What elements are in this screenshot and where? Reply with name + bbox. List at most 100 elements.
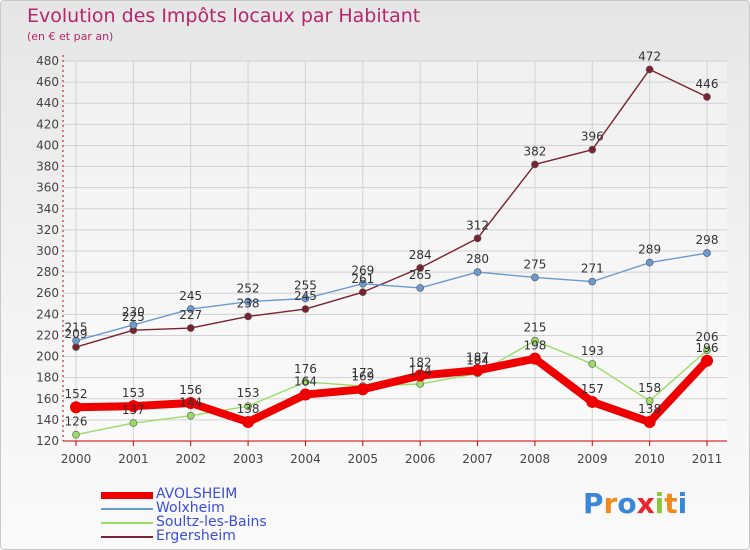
data-point xyxy=(416,264,424,272)
data-point xyxy=(703,93,711,101)
data-label: 230 xyxy=(122,305,145,319)
data-point xyxy=(244,312,252,321)
logo-letter: x xyxy=(636,487,655,520)
chart-subtitle: (en € et par an) xyxy=(27,30,114,43)
legend-swatch-avolsheim xyxy=(101,492,153,499)
logo-letter: t xyxy=(664,487,678,520)
x-tick-label: 2000 xyxy=(61,452,92,466)
data-label: 255 xyxy=(294,279,317,293)
data-point xyxy=(186,305,195,313)
data-label: 164 xyxy=(294,375,317,389)
data-label: 206 xyxy=(696,330,719,344)
y-tick-label: 160 xyxy=(36,392,59,406)
y-tick-label: 320 xyxy=(36,223,59,237)
logo-letter: r xyxy=(603,487,618,520)
data-label: 215 xyxy=(65,321,88,335)
data-point xyxy=(186,411,195,420)
data-point xyxy=(301,305,310,313)
data-label: 137 xyxy=(122,403,145,417)
y-tick-label: 260 xyxy=(36,286,59,300)
data-label: 196 xyxy=(696,341,719,355)
x-tick-label: 2003 xyxy=(233,452,264,466)
legend-label: AVOLSHEIM xyxy=(156,486,238,502)
data-point xyxy=(645,258,654,267)
x-tick-label: 2002 xyxy=(175,452,206,466)
data-label: 169 xyxy=(351,369,374,383)
x-tick-label: 2008 xyxy=(520,452,551,466)
series-line-wolxheim xyxy=(75,252,708,342)
y-tick-label: 340 xyxy=(36,202,59,216)
data-point xyxy=(588,360,597,368)
data-point xyxy=(244,402,252,410)
data-point xyxy=(184,397,197,409)
x-tick-label: 2011 xyxy=(692,452,723,466)
data-point xyxy=(72,430,80,439)
data-point xyxy=(301,294,310,303)
data-point xyxy=(588,277,597,286)
data-label: 245 xyxy=(294,289,317,303)
data-point xyxy=(301,378,310,386)
data-point xyxy=(531,160,539,169)
x-tick-label: 2005 xyxy=(348,452,379,466)
y-tick-label: 460 xyxy=(36,75,59,89)
data-label: 138 xyxy=(237,402,260,416)
data-label: 238 xyxy=(237,296,260,310)
data-point xyxy=(645,397,654,405)
data-label: 198 xyxy=(523,339,546,353)
x-tick-label: 2009 xyxy=(577,452,608,466)
legend-swatch-wolxheim xyxy=(101,508,153,510)
data-label: 227 xyxy=(179,308,202,322)
data-point xyxy=(72,343,80,351)
data-label: 138 xyxy=(638,402,661,416)
data-point xyxy=(586,395,599,408)
data-point xyxy=(703,249,711,257)
y-tick-label: 140 xyxy=(36,413,59,427)
data-point xyxy=(129,419,138,427)
data-label: 182 xyxy=(409,356,432,370)
data-label: 275 xyxy=(523,257,546,271)
data-point xyxy=(70,401,82,414)
y-tick-label: 240 xyxy=(36,307,59,321)
data-point xyxy=(356,383,369,396)
data-label: 472 xyxy=(638,49,661,63)
data-label: 153 xyxy=(122,386,145,400)
logo-letter: P xyxy=(583,487,604,520)
data-label: 269 xyxy=(351,264,374,278)
data-point xyxy=(473,234,482,243)
legend-swatch-ergersheim xyxy=(101,536,153,538)
data-label: 261 xyxy=(351,272,374,286)
data-label: 184 xyxy=(466,353,489,367)
data-label: 144 xyxy=(179,396,202,410)
x-tick-label: 2006 xyxy=(405,452,436,466)
data-label: 158 xyxy=(638,381,661,395)
axes: 120 140 160 180 200 220 240 260 280 300 320 340 360 3… xyxy=(36,54,727,466)
data-point xyxy=(531,273,539,282)
data-point xyxy=(703,346,711,355)
data-label: 209 xyxy=(65,327,88,341)
y-tick-label: 220 xyxy=(36,328,59,342)
data-point xyxy=(359,288,367,296)
y-tick-label: 360 xyxy=(36,181,59,195)
legend-label: Soultz-les-Bains xyxy=(156,514,267,530)
series-layer xyxy=(70,65,713,439)
data-label: 245 xyxy=(179,289,202,303)
data-label: 152 xyxy=(65,387,88,401)
data-point xyxy=(588,145,597,154)
data-point xyxy=(359,279,367,288)
data-label: 396 xyxy=(581,130,604,144)
legend-swatch-soultz xyxy=(101,522,153,524)
data-label: 153 xyxy=(237,386,260,400)
data-label: 156 xyxy=(179,383,202,397)
logo-letter: i xyxy=(677,487,688,520)
data-label: 312 xyxy=(466,218,489,232)
y-tick-label: 180 xyxy=(36,371,59,385)
series-line-ergersheim xyxy=(75,68,708,348)
data-label: 215 xyxy=(523,321,546,335)
data-point xyxy=(127,400,140,413)
y-tick-label: 200 xyxy=(36,350,59,364)
data-point xyxy=(414,369,427,382)
y-tick-label: 280 xyxy=(36,265,59,279)
x-tick-label: 2007 xyxy=(462,452,493,466)
